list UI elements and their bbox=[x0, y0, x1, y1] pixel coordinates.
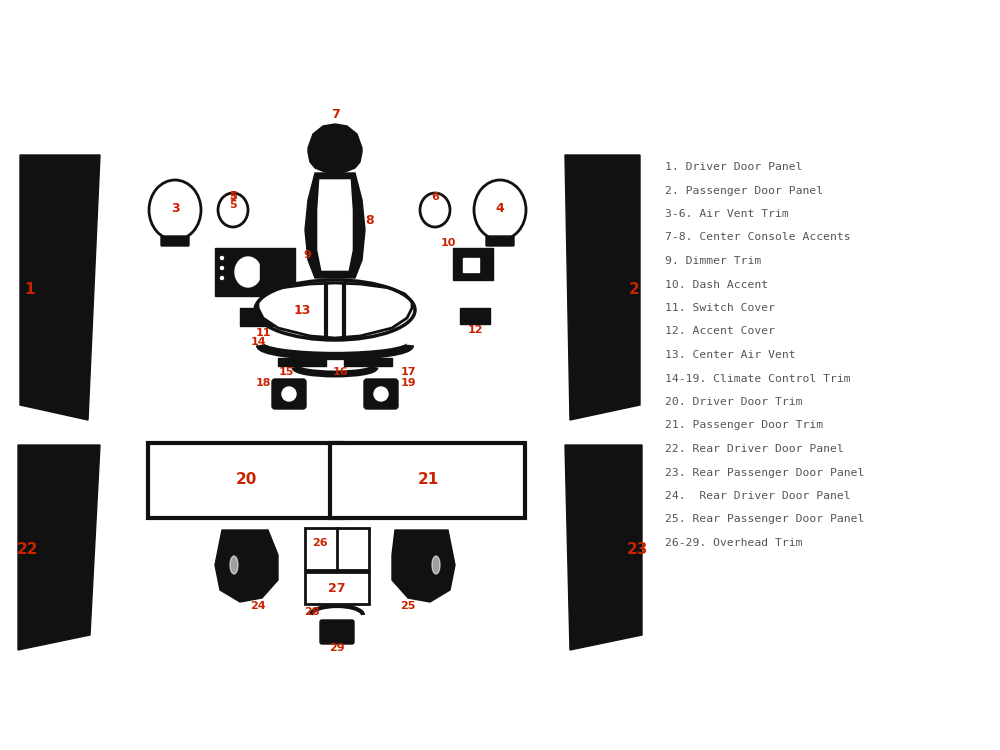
Bar bbox=[453, 248, 493, 280]
Text: 4: 4 bbox=[496, 202, 504, 214]
Text: 22: 22 bbox=[16, 542, 38, 557]
Text: 19: 19 bbox=[400, 378, 416, 388]
FancyBboxPatch shape bbox=[272, 379, 306, 409]
Text: 15: 15 bbox=[278, 367, 294, 377]
Text: 21. Passenger Door Trim: 21. Passenger Door Trim bbox=[665, 421, 823, 430]
Circle shape bbox=[374, 387, 388, 401]
Text: 24: 24 bbox=[250, 601, 266, 611]
Text: 22. Rear Driver Door Panel: 22. Rear Driver Door Panel bbox=[665, 444, 844, 454]
Text: 7-8. Center Console Accents: 7-8. Center Console Accents bbox=[665, 232, 851, 242]
Bar bbox=[463, 258, 479, 272]
Bar bbox=[240, 308, 285, 326]
Circle shape bbox=[220, 256, 224, 259]
Circle shape bbox=[282, 387, 296, 401]
Text: 2: 2 bbox=[629, 283, 639, 298]
Polygon shape bbox=[392, 530, 455, 602]
Text: 24.  Rear Driver Door Panel: 24. Rear Driver Door Panel bbox=[665, 491, 851, 501]
Text: 26-29. Overhead Trim: 26-29. Overhead Trim bbox=[665, 538, 802, 548]
Polygon shape bbox=[18, 445, 100, 650]
FancyBboxPatch shape bbox=[161, 236, 189, 246]
Text: 23. Rear Passenger Door Panel: 23. Rear Passenger Door Panel bbox=[665, 467, 864, 478]
Text: 18: 18 bbox=[255, 378, 271, 388]
Bar bbox=[215, 248, 295, 296]
FancyBboxPatch shape bbox=[320, 620, 354, 644]
Text: 25. Rear Passenger Door Panel: 25. Rear Passenger Door Panel bbox=[665, 514, 864, 524]
FancyBboxPatch shape bbox=[486, 236, 514, 246]
Text: 11. Switch Cover: 11. Switch Cover bbox=[665, 303, 775, 313]
Text: 14: 14 bbox=[250, 337, 266, 347]
Text: 1: 1 bbox=[25, 283, 35, 298]
FancyBboxPatch shape bbox=[364, 379, 398, 409]
Circle shape bbox=[220, 277, 224, 280]
Text: 6: 6 bbox=[431, 192, 439, 202]
Ellipse shape bbox=[230, 556, 238, 574]
Text: 5: 5 bbox=[229, 192, 237, 202]
Text: 25: 25 bbox=[400, 601, 416, 611]
Text: 12: 12 bbox=[467, 325, 483, 335]
Text: 10. Dash Accent: 10. Dash Accent bbox=[665, 280, 768, 290]
Polygon shape bbox=[258, 283, 412, 338]
Polygon shape bbox=[565, 445, 642, 650]
Text: 23: 23 bbox=[626, 542, 648, 557]
Ellipse shape bbox=[235, 257, 261, 287]
Text: 5: 5 bbox=[229, 200, 237, 210]
Bar bbox=[460, 308, 490, 324]
Text: 28: 28 bbox=[304, 607, 320, 617]
Text: 9. Dimmer Trim: 9. Dimmer Trim bbox=[665, 256, 761, 266]
Ellipse shape bbox=[149, 180, 201, 240]
Polygon shape bbox=[305, 173, 365, 278]
Ellipse shape bbox=[474, 180, 526, 240]
Text: 20: 20 bbox=[235, 472, 257, 488]
Text: 16: 16 bbox=[332, 367, 348, 377]
Ellipse shape bbox=[432, 556, 440, 574]
Text: 13. Center Air Vent: 13. Center Air Vent bbox=[665, 350, 796, 360]
Polygon shape bbox=[20, 155, 100, 420]
Bar bbox=[344, 358, 392, 366]
Bar bbox=[148, 443, 343, 518]
Text: 1. Driver Door Panel: 1. Driver Door Panel bbox=[665, 162, 802, 172]
Bar bbox=[260, 263, 278, 279]
Text: 11: 11 bbox=[255, 328, 271, 338]
Polygon shape bbox=[565, 155, 640, 420]
Polygon shape bbox=[215, 530, 278, 602]
Text: 12. Accent Cover: 12. Accent Cover bbox=[665, 326, 775, 337]
Circle shape bbox=[220, 266, 224, 269]
Text: 17: 17 bbox=[400, 367, 416, 377]
Text: 7: 7 bbox=[331, 109, 339, 122]
Bar bbox=[330, 443, 525, 518]
Text: 2. Passenger Door Panel: 2. Passenger Door Panel bbox=[665, 185, 823, 196]
Text: 29: 29 bbox=[329, 643, 345, 653]
Text: 13: 13 bbox=[293, 304, 311, 317]
Text: 3-6. Air Vent Trim: 3-6. Air Vent Trim bbox=[665, 209, 789, 219]
Polygon shape bbox=[318, 180, 352, 270]
Ellipse shape bbox=[218, 193, 248, 227]
Text: 8: 8 bbox=[366, 214, 374, 226]
Text: 26: 26 bbox=[312, 538, 328, 548]
Text: 27: 27 bbox=[328, 581, 346, 595]
Text: 20. Driver Door Trim: 20. Driver Door Trim bbox=[665, 397, 802, 407]
Bar bbox=[305, 528, 369, 570]
Polygon shape bbox=[308, 124, 362, 173]
Text: 3: 3 bbox=[171, 202, 179, 214]
Text: 14-19. Climate Control Trim: 14-19. Climate Control Trim bbox=[665, 374, 851, 383]
Ellipse shape bbox=[420, 193, 450, 227]
Text: 5: 5 bbox=[229, 191, 237, 201]
Bar bbox=[278, 358, 326, 366]
Text: 10: 10 bbox=[440, 238, 456, 248]
Text: 9: 9 bbox=[303, 250, 311, 260]
Text: 21: 21 bbox=[417, 472, 439, 488]
Bar bbox=[305, 572, 369, 604]
